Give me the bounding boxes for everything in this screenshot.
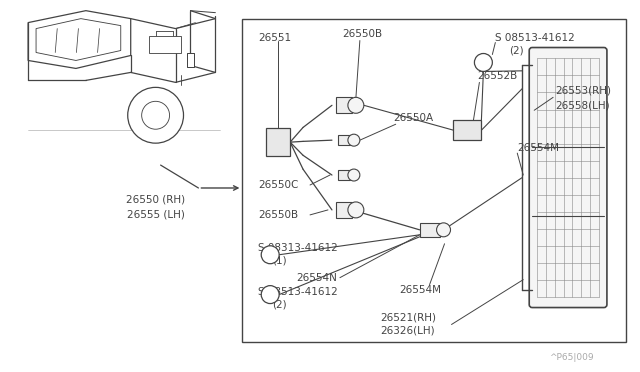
Text: S: S: [267, 290, 273, 299]
Circle shape: [348, 202, 364, 218]
Bar: [186, 52, 195, 67]
Bar: [148, 36, 180, 54]
Text: 26554M: 26554M: [517, 143, 559, 153]
Circle shape: [436, 223, 451, 237]
Bar: [336, 202, 352, 218]
Text: 26521(RH): 26521(RH): [380, 312, 436, 323]
Text: (1): (1): [272, 256, 287, 266]
Text: 26326(LH): 26326(LH): [380, 326, 435, 336]
Circle shape: [348, 97, 364, 113]
Text: S 08513-41612: S 08513-41612: [495, 33, 575, 42]
Circle shape: [474, 54, 492, 71]
Bar: [454, 120, 481, 140]
Text: 26550 (RH): 26550 (RH): [126, 195, 185, 205]
Text: (2): (2): [272, 299, 287, 310]
Text: 26550A: 26550A: [394, 113, 434, 123]
Text: 26552B: 26552B: [477, 71, 518, 81]
Text: 26554M: 26554M: [400, 285, 442, 295]
Bar: [338, 170, 350, 180]
Text: 26554N: 26554N: [296, 273, 337, 283]
Bar: [336, 97, 352, 113]
Text: S 08513-41612: S 08513-41612: [258, 286, 338, 296]
Bar: [243, 19, 626, 342]
Text: S 08313-41612: S 08313-41612: [258, 243, 338, 253]
Circle shape: [261, 246, 279, 264]
Text: (2): (2): [509, 45, 524, 55]
Bar: [266, 128, 290, 156]
Bar: [420, 223, 440, 237]
Circle shape: [141, 101, 170, 129]
Circle shape: [348, 134, 360, 146]
Text: 26550C: 26550C: [258, 180, 299, 190]
Text: S: S: [267, 250, 273, 259]
Circle shape: [348, 169, 360, 181]
Text: 26555 (LH): 26555 (LH): [127, 210, 184, 220]
Text: ^P65|009: ^P65|009: [549, 353, 594, 362]
Circle shape: [261, 286, 279, 304]
Bar: [338, 135, 350, 145]
Text: 26550B: 26550B: [258, 210, 298, 220]
Text: 26550B: 26550B: [342, 29, 382, 39]
Text: S: S: [481, 58, 486, 67]
Text: 26558(LH): 26558(LH): [555, 100, 610, 110]
FancyBboxPatch shape: [529, 48, 607, 308]
Circle shape: [128, 87, 184, 143]
Text: 26551: 26551: [258, 33, 291, 42]
Text: 26553(RH): 26553(RH): [555, 85, 611, 95]
